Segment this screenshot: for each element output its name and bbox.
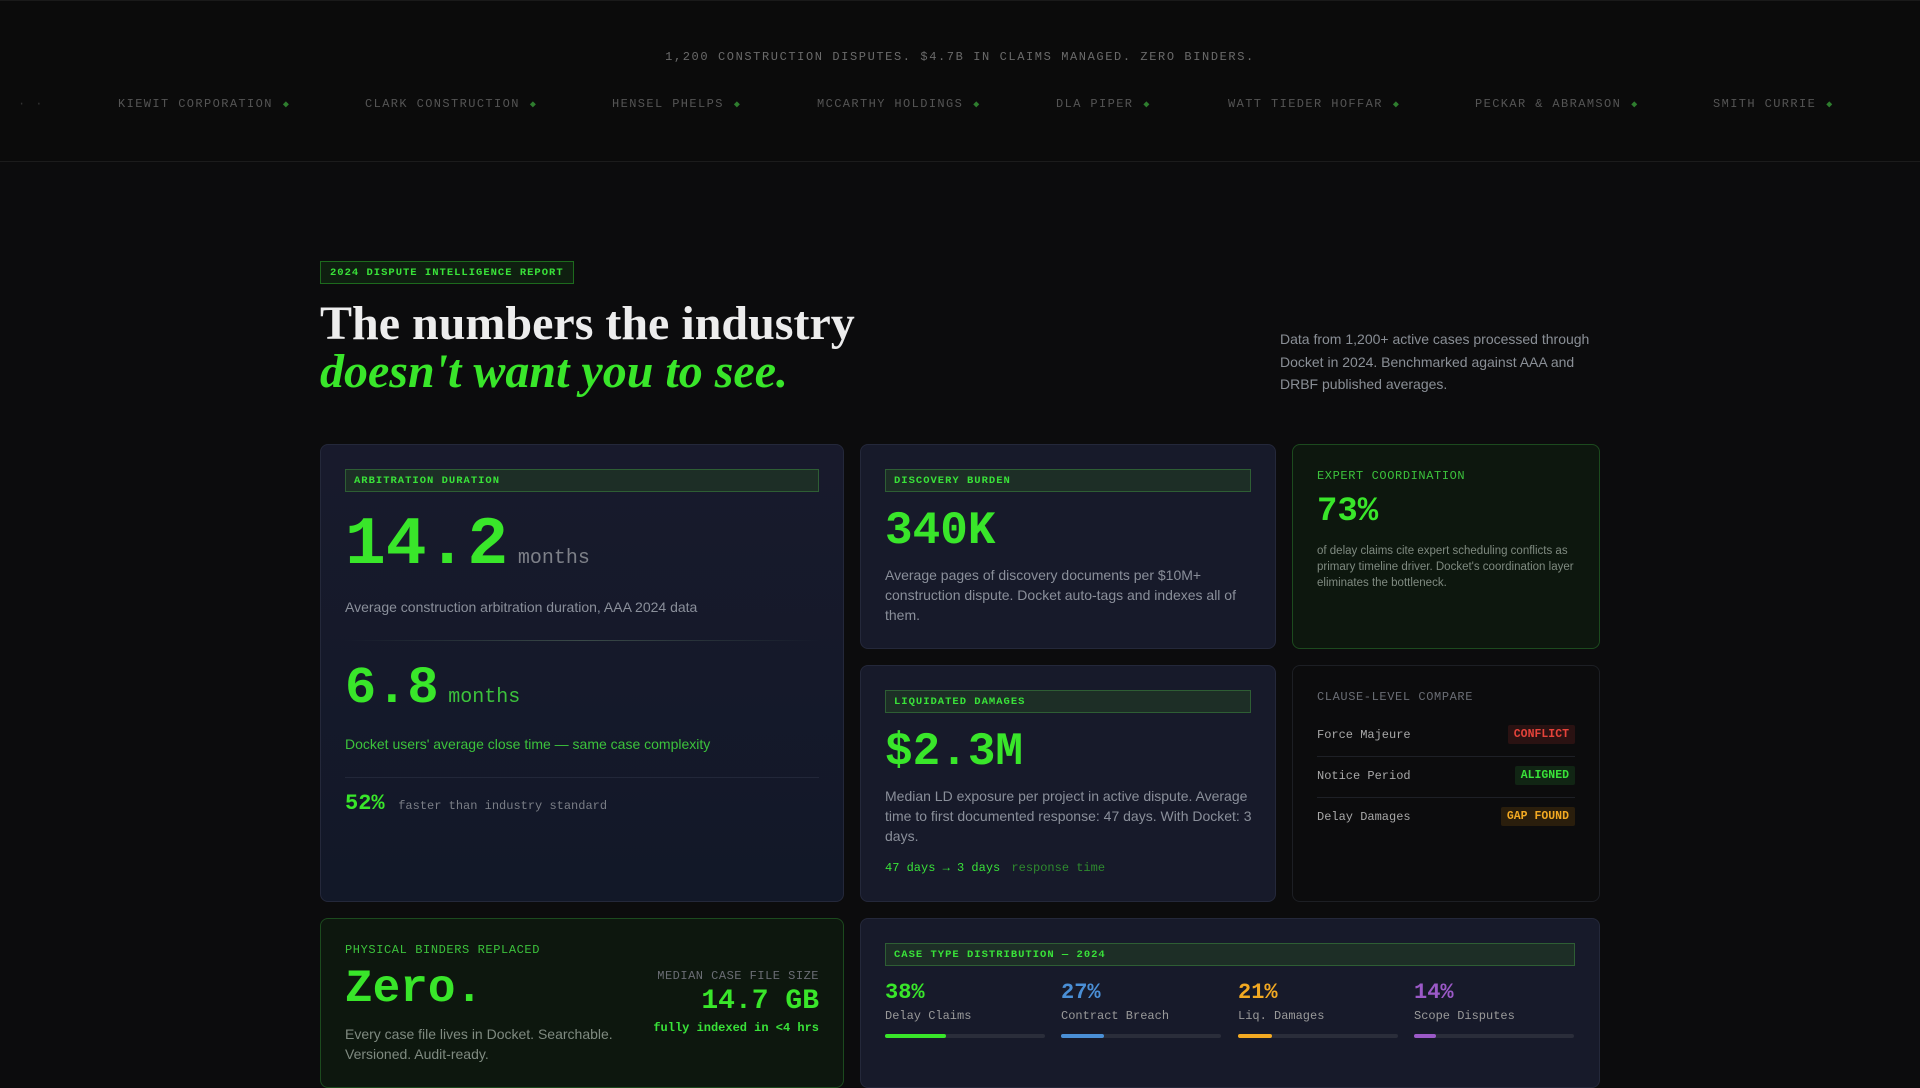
logo-item: MCCARTHY HOLDINGS ◆: [817, 97, 981, 111]
logo-item: HENSEL PHELPS ◆: [612, 97, 742, 111]
clause-row-force-majeure: Force Majeure CONFLICT: [1317, 716, 1575, 757]
distribution-name: Delay Claims: [885, 1009, 972, 1023]
distribution-label: CASE TYPE DISTRIBUTION — 2024: [885, 943, 1575, 966]
distribution-bar-fill: [1061, 1034, 1105, 1038]
file-size-label: MEDIAN CASE FILE SIZE: [657, 969, 819, 983]
liquidated-label: LIQUIDATED DAMAGES: [885, 690, 1251, 713]
logo-item: KIEWIT CORPORATION ◆: [118, 97, 291, 111]
expert-label: EXPERT COORDINATION: [1317, 469, 1466, 483]
docket-desc: Docket users' average close time — same …: [345, 736, 711, 752]
liquidated-card: LIQUIDATED DAMAGES $2.3M Median LD expos…: [860, 665, 1276, 902]
discovery-card: DISCOVERY BURDEN 340K Average pages of d…: [860, 444, 1276, 649]
distribution-name: Liq. Damages: [1238, 1009, 1325, 1023]
faster-text: faster than industry standard: [398, 799, 608, 813]
liquidated-desc: Median LD exposure per project in active…: [885, 788, 1252, 844]
distribution-item-contract-breach: 27% Contract Breach: [1061, 980, 1223, 1038]
divider: [345, 640, 819, 641]
industry-duration: 14.2 months: [345, 507, 590, 584]
distribution-bar-track: [1061, 1034, 1221, 1038]
industry-unit: months: [517, 547, 590, 570]
hero-description: Data from 1,200+ active cases processed …: [1280, 331, 1590, 392]
docket-duration: 6.8 months: [345, 659, 520, 718]
distribution-bar-fill: [885, 1034, 946, 1038]
discovery-value: 340K: [885, 505, 996, 557]
response-compare-suffix: response time: [1011, 861, 1106, 875]
distribution-bar-fill: [1238, 1034, 1272, 1038]
faster-pct: 52%: [345, 791, 385, 816]
docket-unit: months: [448, 686, 521, 709]
status-badge-gap-found: GAP FOUND: [1500, 807, 1575, 826]
discovery-desc: Average pages of discovery documents per…: [885, 567, 1236, 623]
distribution-name: Scope Disputes: [1414, 1009, 1515, 1023]
file-size-value: 14.7 GB: [701, 986, 819, 1017]
distribution-pct: 14%: [1414, 980, 1454, 1005]
distribution-bar-track: [885, 1034, 1045, 1038]
expert-desc: of delay claims cite expert scheduling c…: [1317, 545, 1574, 589]
logo-item: PECKAR & ABRAMSON ◆: [1475, 97, 1639, 111]
distribution-card: CASE TYPE DISTRIBUTION — 2024: [860, 918, 1600, 1088]
distribution-pct: 21%: [1238, 980, 1278, 1005]
clause-name: Force Majeure: [1317, 728, 1411, 742]
client-strip: 1,200 CONSTRUCTION DISPUTES. $4.7B IN CL…: [0, 0, 1920, 162]
headline-line1: The numbers the industry: [320, 297, 855, 350]
clause-row-notice-period: Notice Period ALIGNED: [1317, 757, 1575, 798]
logo-item: DLA PIPER ◆: [1056, 97, 1151, 111]
file-size-block: MEDIAN CASE FILE SIZE 14.7 GB fully inde…: [653, 969, 819, 1035]
distribution-pct: 38%: [885, 980, 925, 1005]
distribution-pct: 27%: [1061, 980, 1101, 1005]
logo-item: SMITH CURRIE ◆: [1713, 97, 1834, 111]
report-badge: 2024 DISPUTE INTELLIGENCE REPORT: [320, 261, 574, 284]
status-badge-conflict: CONFLICT: [1507, 725, 1575, 744]
logo-fade-dots: · ·: [18, 97, 44, 111]
tagline: 1,200 CONSTRUCTION DISPUTES. $4.7B IN CL…: [665, 50, 1255, 64]
logo-item: CLARK CONSTRUCTION ◆: [365, 97, 538, 111]
binders-card: PHYSICAL BINDERS REPLACED Zero. Every ca…: [320, 918, 844, 1088]
distribution-bar-track: [1238, 1034, 1398, 1038]
discovery-label: DISCOVERY BURDEN: [885, 469, 1251, 492]
status-badge-aligned: ALIGNED: [1514, 766, 1575, 785]
distribution-bar-track: [1414, 1034, 1574, 1038]
distribution-item-liq-damages: 21% Liq. Damages: [1238, 980, 1400, 1038]
faster-stat: 52% faster than industry standard: [345, 791, 607, 816]
file-size-note: fully indexed in <4 hrs: [653, 1021, 819, 1035]
liquidated-value: $2.3M: [885, 726, 1024, 778]
clause-compare-card: CLAUSE-LEVEL COMPARE Force Majeure CONFL…: [1292, 665, 1600, 902]
docket-value: 6.8: [345, 659, 439, 718]
response-compare-text: 47 days → 3 days: [885, 861, 1001, 875]
distribution-item-scope-disputes: 14% Scope Disputes: [1414, 980, 1576, 1038]
client-logos: · · KIEWIT CORPORATION ◆ CLARK CONSTRUCTI…: [0, 97, 1920, 117]
distribution-name: Contract Breach: [1061, 1009, 1170, 1023]
clause-row-delay-damages: Delay Damages GAP FOUND: [1317, 798, 1575, 839]
distribution-bar-fill: [1414, 1034, 1437, 1038]
expert-value: 73%: [1317, 493, 1379, 531]
clause-name: Delay Damages: [1317, 810, 1411, 824]
distribution-item-delay-claims: 38% Delay Claims: [885, 980, 1047, 1038]
industry-value: 14.2: [345, 507, 509, 584]
expert-card: EXPERT COORDINATION 73% of delay claims …: [1292, 444, 1600, 649]
binders-value: Zero.: [345, 963, 484, 1015]
binders-label: PHYSICAL BINDERS REPLACED: [345, 943, 541, 957]
headline-line2: doesn't want you to see.: [320, 345, 789, 398]
logo-item: WATT TIEDER HOFFAR ◆: [1228, 97, 1401, 111]
arbitration-label: ARBITRATION DURATION: [345, 469, 819, 492]
binders-desc: Every case file lives in Docket. Searcha…: [345, 1026, 613, 1062]
divider: [345, 777, 819, 778]
industry-desc: Average construction arbitration duratio…: [345, 599, 698, 615]
clause-label: CLAUSE-LEVEL COMPARE: [1317, 690, 1474, 704]
response-compare: 47 days → 3 days response time: [885, 861, 1105, 875]
clause-name: Notice Period: [1317, 769, 1411, 783]
arbitration-card: ARBITRATION DURATION 14.2 months Average…: [320, 444, 844, 902]
